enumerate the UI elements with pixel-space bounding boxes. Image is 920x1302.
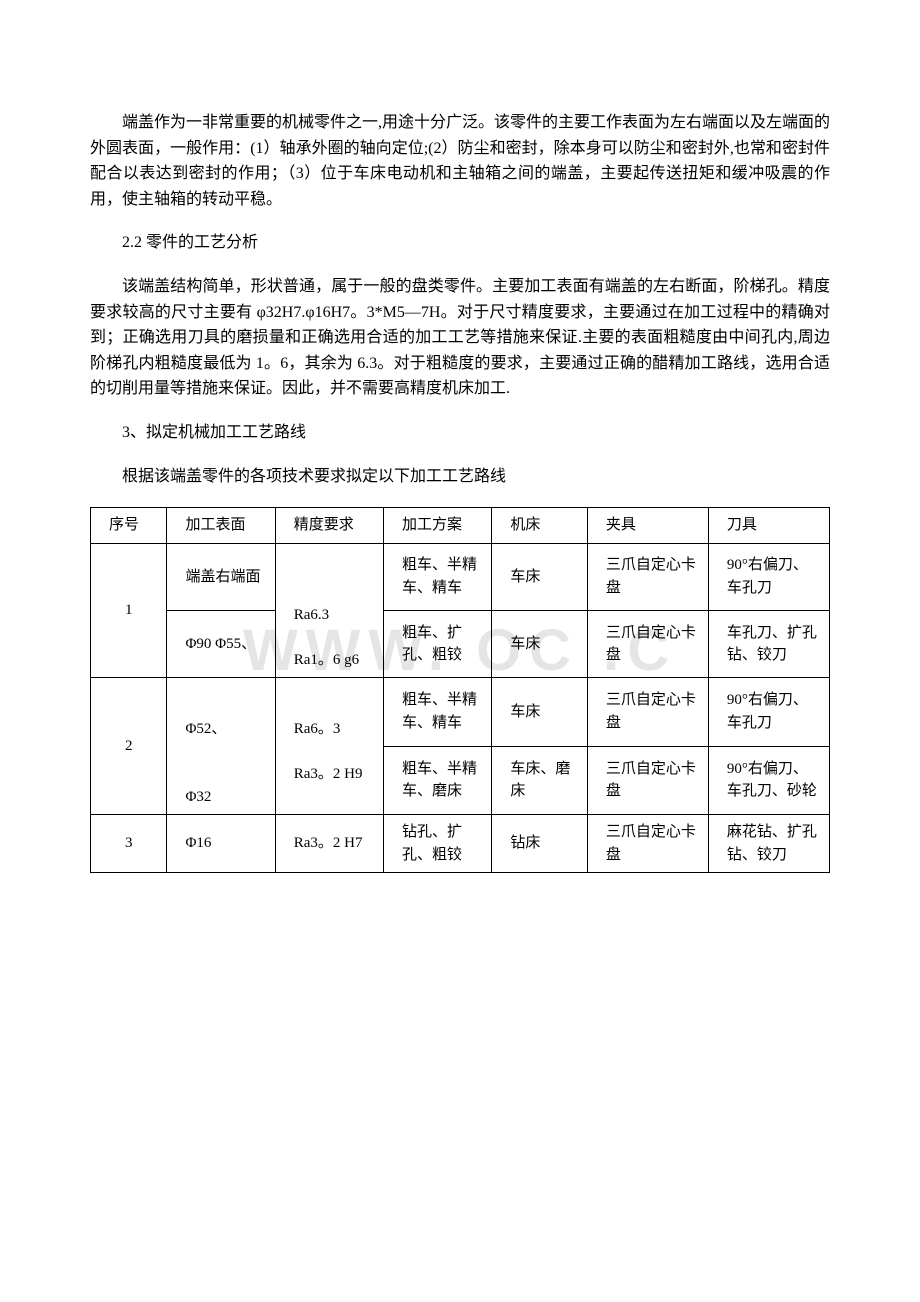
table-row: Φ90 Φ55、 粗车、扩孔、粗铰 车床 三爪自定心卡盘 车孔刀、扩孔钻、铰刀: [91, 610, 830, 677]
header-tool: 刀具: [708, 508, 829, 544]
cell-seq: 3: [91, 815, 167, 873]
cell-method: 粗车、半精车、磨床: [384, 746, 492, 815]
cell-tool: 90°右偏刀、车孔刀: [708, 678, 829, 747]
cell-machine: 车床: [492, 610, 588, 677]
precision-text: Ra6.3: [294, 607, 329, 623]
cell-surface: Φ16: [167, 815, 275, 873]
cell-fixture: 三爪自定心卡盘: [587, 543, 708, 610]
cell-machine: 车床: [492, 543, 588, 610]
cell-tool: 车孔刀、扩孔钻、铰刀: [708, 610, 829, 677]
header-surface: 加工表面: [167, 508, 275, 544]
precision-text: Ra3。2 H9: [294, 766, 363, 782]
paragraph-intro: 端盖作为一非常重要的机械零件之一,用途十分广泛。该零件的主要工作表面为左右端面以…: [90, 110, 830, 212]
cell-method: 粗车、半精车、精车: [384, 543, 492, 610]
cell-fixture: 三爪自定心卡盘: [587, 815, 708, 873]
cell-machine: 车床、磨床: [492, 746, 588, 815]
cell-seq: 1: [91, 543, 167, 678]
table-row: 3 Φ16 Ra3。2 H7 钻孔、扩孔、粗铰 钻床 三爪自定心卡盘 麻花钻、扩…: [91, 815, 830, 873]
cell-machine: 车床: [492, 678, 588, 747]
header-fixture: 夹具: [587, 508, 708, 544]
header-machine: 机床: [492, 508, 588, 544]
precision-text: Ra6。3: [294, 721, 341, 737]
cell-tool: 90°右偏刀、车孔刀、砂轮: [708, 746, 829, 815]
cell-seq: 2: [91, 678, 167, 815]
cell-fixture: 三爪自定心卡盘: [587, 678, 708, 747]
cell-machine: 钻床: [492, 815, 588, 873]
cell-surface: Φ52、 Φ32: [167, 678, 275, 815]
paragraph-route: 根据该端盖零件的各项技术要求拟定以下加工工艺路线: [90, 464, 830, 490]
process-table: 序号 加工表面 精度要求 加工方案 机床 夹具 刀具 1 端盖右端面 Ra6.3…: [90, 507, 830, 873]
cell-tool: 麻花钻、扩孔钻、铰刀: [708, 815, 829, 873]
header-method: 加工方案: [384, 508, 492, 544]
table-row: 2 Φ52、 Φ32 Ra6。3 Ra3。2 H9 粗车、半精车、精车 车床 三…: [91, 678, 830, 747]
cell-precision: Ra3。2 H7: [275, 815, 383, 873]
cell-method: 粗车、扩孔、粗铰: [384, 610, 492, 677]
surface-text: Φ32: [185, 789, 211, 805]
cell-method: 钻孔、扩孔、粗铰: [384, 815, 492, 873]
cell-method: 粗车、半精车、精车: [384, 678, 492, 747]
precision-text: Ra1。6 g6: [294, 652, 359, 668]
document-content: 端盖作为一非常重要的机械零件之一,用途十分广泛。该零件的主要工作表面为左右端面以…: [90, 110, 830, 489]
section-2-2-title: 2.2 零件的工艺分析: [90, 230, 830, 256]
cell-precision: Ra6.3 Ra1。6 g6: [275, 543, 383, 678]
cell-surface: 端盖右端面: [167, 543, 275, 610]
surface-text: Φ52、: [185, 721, 226, 737]
paragraph-analysis: 该端盖结构简单，形状普通，属于一般的盘类零件。主要加工表面有端盖的左右断面，阶梯…: [90, 274, 830, 402]
table-header-row: 序号 加工表面 精度要求 加工方案 机床 夹具 刀具: [91, 508, 830, 544]
cell-fixture: 三爪自定心卡盘: [587, 746, 708, 815]
header-precision: 精度要求: [275, 508, 383, 544]
table-row: 1 端盖右端面 Ra6.3 Ra1。6 g6 粗车、半精车、精车 车床 三爪自定…: [91, 543, 830, 610]
header-seq: 序号: [91, 508, 167, 544]
cell-fixture: 三爪自定心卡盘: [587, 610, 708, 677]
cell-surface: Φ90 Φ55、: [167, 610, 275, 677]
cell-precision: Ra6。3 Ra3。2 H9: [275, 678, 383, 815]
cell-tool: 90°右偏刀、车孔刀: [708, 543, 829, 610]
section-3-title: 3、拟定机械加工工艺路线: [90, 420, 830, 446]
